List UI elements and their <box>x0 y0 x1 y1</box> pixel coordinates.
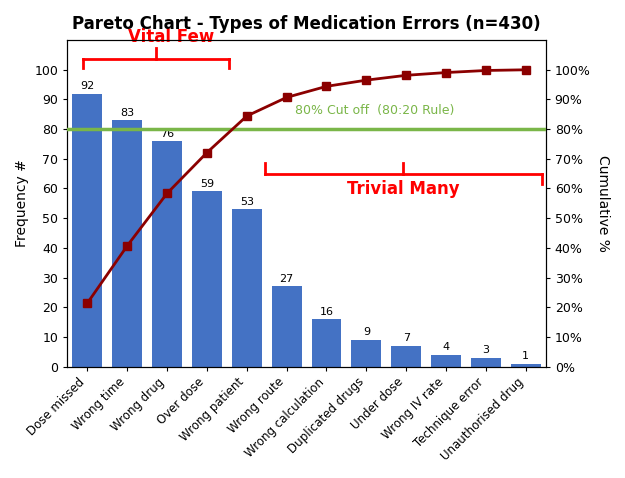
Bar <box>391 346 421 367</box>
Bar <box>152 141 182 367</box>
Bar <box>112 120 142 367</box>
Text: 7: 7 <box>402 334 410 343</box>
Text: 76: 76 <box>160 129 174 139</box>
Bar <box>232 209 262 367</box>
Text: 1: 1 <box>522 351 529 361</box>
Text: 59: 59 <box>200 179 214 189</box>
Text: 9: 9 <box>362 327 370 337</box>
Text: 16: 16 <box>319 307 334 317</box>
Text: Vital Few: Vital Few <box>128 28 214 46</box>
Text: Trivial Many: Trivial Many <box>347 180 459 197</box>
Title: Pareto Chart - Types of Medication Errors (n=430): Pareto Chart - Types of Medication Error… <box>72 15 541 33</box>
Text: 27: 27 <box>279 274 294 284</box>
Text: 80% Cut off  (80:20 Rule): 80% Cut off (80:20 Rule) <box>294 104 454 117</box>
Text: 92: 92 <box>80 81 94 91</box>
Bar <box>72 94 102 367</box>
Text: 4: 4 <box>442 342 449 352</box>
Text: 53: 53 <box>240 197 254 207</box>
Bar <box>311 319 341 367</box>
Bar <box>272 286 302 367</box>
Y-axis label: Cumulative %: Cumulative % <box>596 155 610 252</box>
Bar <box>511 364 541 367</box>
Bar <box>471 358 501 367</box>
Bar <box>431 355 461 367</box>
Y-axis label: Frequency #: Frequency # <box>15 159 29 247</box>
Bar <box>351 340 381 367</box>
Bar <box>192 192 222 367</box>
Text: 83: 83 <box>120 108 134 118</box>
Text: 3: 3 <box>482 345 489 355</box>
